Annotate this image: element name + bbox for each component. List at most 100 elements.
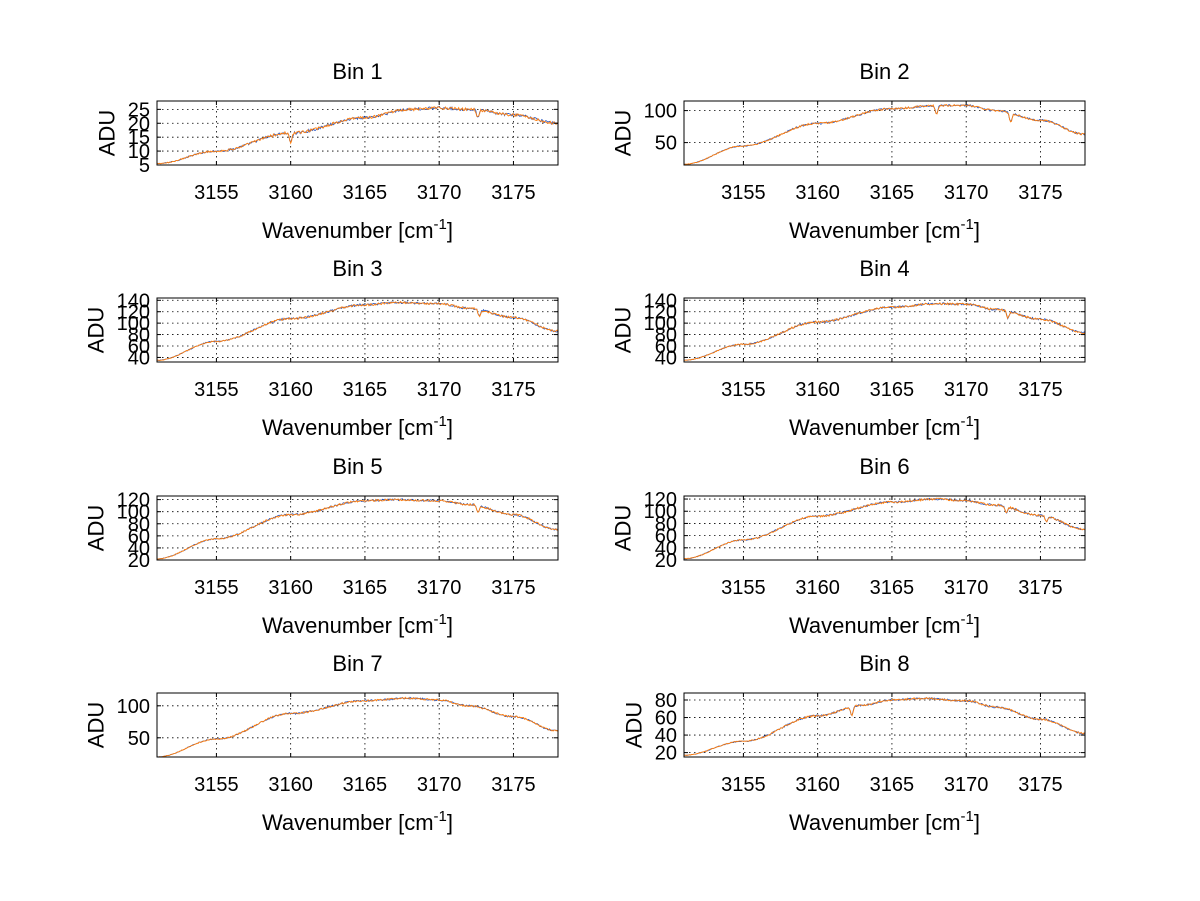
y-tick-label: 80 [655, 513, 677, 535]
y-tick-label: 60 [655, 336, 677, 358]
series-line-1 [683, 497, 1086, 560]
series-line-2 [156, 106, 559, 165]
axes-frame [156, 297, 559, 363]
y-tick-label: 100 [644, 501, 677, 523]
x-tick-label: 3155 [194, 774, 239, 796]
x-axis-label: Wavenumber [cm-1] [262, 808, 453, 835]
series-line-2 [683, 302, 1086, 361]
x-tick-label: 3175 [491, 577, 536, 599]
y-axis-label: ADU [83, 307, 108, 353]
series-line-1 [156, 105, 559, 165]
x-axis-label: Wavenumber [cm-1] [262, 611, 453, 638]
y-tick-label: 120 [117, 302, 150, 324]
y-axis-label: ADU [95, 110, 120, 156]
y-tick-label: 40 [128, 347, 150, 369]
x-tick-label: 3155 [721, 577, 766, 599]
x-tick-label: 3155 [194, 182, 239, 204]
axes-frame [156, 692, 559, 758]
x-tick-label: 3170 [944, 379, 989, 401]
y-tick-label: 140 [644, 290, 677, 312]
x-axis-label: Wavenumber [cm-1] [262, 413, 453, 440]
x-tick-label: 3155 [194, 577, 239, 599]
y-tick-label: 120 [644, 489, 677, 511]
y-tick-label: 80 [655, 690, 677, 712]
x-tick-label: 3160 [795, 182, 840, 204]
x-tick-label: 3165 [343, 182, 388, 204]
y-tick-label: 40 [128, 538, 150, 560]
x-tick-label: 3175 [1018, 379, 1063, 401]
x-tick-label: 3175 [491, 182, 536, 204]
x-tick-label: 3165 [343, 379, 388, 401]
x-tick-label: 3165 [870, 577, 915, 599]
axes-frame [156, 495, 559, 561]
axes-frame [683, 297, 1086, 363]
axes-frame [156, 100, 559, 166]
y-tick-label: 60 [655, 526, 677, 548]
x-tick-label: 3170 [944, 577, 989, 599]
x-tick-label: 3170 [944, 182, 989, 204]
y-tick-label: 40 [655, 725, 677, 747]
y-tick-label: 20 [128, 550, 150, 572]
x-tick-label: 3160 [795, 379, 840, 401]
x-tick-label: 3160 [268, 182, 313, 204]
y-tick-label: 120 [644, 302, 677, 324]
x-tick-label: 3175 [491, 379, 536, 401]
x-tick-label: 3165 [343, 577, 388, 599]
y-tick-label: 60 [655, 708, 677, 730]
axes-frame [683, 692, 1086, 758]
y-tick-label: 140 [117, 290, 150, 312]
x-tick-label: 3165 [870, 774, 915, 796]
x-tick-label: 3170 [417, 379, 462, 401]
y-tick-label: 15 [128, 127, 150, 149]
x-axis-label: Wavenumber [cm-1] [789, 808, 980, 835]
y-tick-label: 10 [128, 141, 150, 163]
subplot-bin-3: Bin 3 3155 3160 3165 3170 3175 406080100120140… [83, 256, 559, 440]
y-tick-label: 80 [128, 514, 150, 536]
y-tick-label: 5 [139, 155, 150, 177]
y-tick-label: 120 [117, 490, 150, 512]
y-axis-label: ADU [610, 307, 635, 353]
axes-frame [683, 495, 1086, 561]
chart-title: Bin 5 [332, 454, 382, 479]
y-tick-label: 20 [655, 550, 677, 572]
series-line-1 [156, 696, 559, 758]
x-tick-label: 3175 [1018, 774, 1063, 796]
y-tick-label: 80 [128, 325, 150, 347]
x-tick-label: 3160 [795, 577, 840, 599]
x-axis-label: Wavenumber [cm-1] [789, 611, 980, 638]
x-tick-label: 3160 [795, 774, 840, 796]
series-line-2 [156, 696, 559, 758]
x-tick-label: 3155 [721, 379, 766, 401]
x-tick-label: 3170 [417, 182, 462, 204]
chart-title: Bin 3 [332, 256, 382, 281]
chart-title: Bin 7 [332, 651, 382, 676]
y-tick-label: 20 [655, 743, 677, 765]
x-tick-label: 3160 [268, 379, 313, 401]
series-line-1 [156, 301, 559, 361]
x-tick-label: 3165 [343, 774, 388, 796]
y-tick-label: 50 [655, 133, 677, 155]
chart-title: Bin 1 [332, 59, 382, 84]
series-line-2 [683, 696, 1086, 756]
axes-frame [683, 100, 1086, 166]
y-tick-label: 40 [655, 347, 677, 369]
x-tick-label: 3170 [417, 774, 462, 796]
series-line-2 [156, 300, 559, 361]
x-tick-label: 3170 [417, 577, 462, 599]
x-tick-label: 3155 [194, 379, 239, 401]
subplot-bin-7: Bin 7 3155 3160 3165 3170 3175 50 100 Wavenumber… [83, 651, 559, 835]
subplot-bin-2: Bin 2 3155 3160 3165 3170 3175 50 100 Wavenumber… [610, 59, 1086, 243]
y-axis-label: ADU [83, 702, 108, 748]
x-tick-label: 3165 [870, 379, 915, 401]
y-axis-label: ADU [610, 110, 635, 156]
y-tick-label: 100 [644, 101, 677, 123]
y-axis-label: ADU [83, 505, 108, 551]
y-tick-label: 20 [128, 113, 150, 135]
x-tick-label: 3175 [1018, 182, 1063, 204]
chart-title: Bin 8 [859, 651, 909, 676]
y-axis-label: ADU [610, 505, 635, 551]
x-axis-label: Wavenumber [cm-1] [789, 413, 980, 440]
y-tick-label: 50 [128, 728, 150, 750]
